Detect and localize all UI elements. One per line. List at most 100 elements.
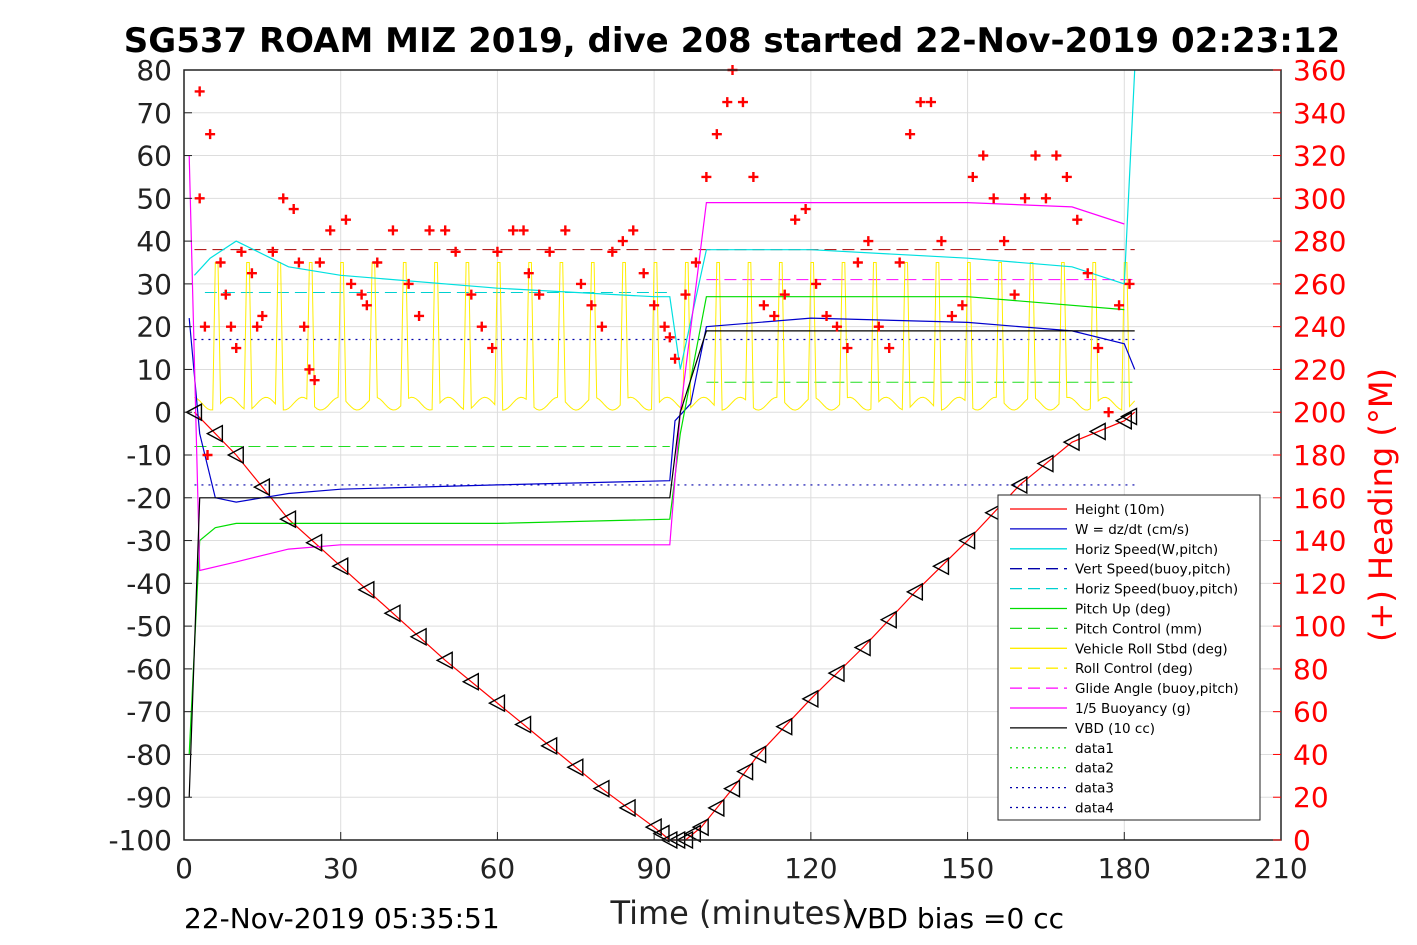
series-line-horiz-speed-w-pitch [193, 69, 1136, 370]
y-tick-label: -70 [126, 696, 172, 729]
heading-point [790, 214, 801, 225]
height-marker [1088, 422, 1106, 441]
heading-point [664, 332, 675, 343]
height-marker [514, 715, 532, 734]
height-marker [652, 824, 670, 843]
heading-point [967, 171, 978, 182]
heading-point [508, 225, 519, 236]
heading-point [701, 171, 712, 182]
legend-entry: Horiz Speed(buoy,pitch) [1075, 582, 1238, 598]
height-marker [435, 651, 453, 670]
y-tick-label: 70 [136, 97, 172, 130]
height-marker [618, 798, 636, 818]
heading-point [518, 225, 529, 236]
heading-point [1009, 289, 1020, 300]
heading-point [628, 225, 639, 236]
height-marker [958, 531, 976, 550]
height-marker [905, 582, 924, 602]
legend-entry: Vehicle Roll Stbd (deg) [1075, 641, 1228, 657]
heading-point [544, 246, 555, 257]
y2-tick-label: 300 [1293, 182, 1346, 215]
height-marker [461, 672, 480, 691]
height-marker [409, 627, 427, 646]
x-tick-label: 180 [1098, 852, 1151, 885]
heading-point [293, 257, 304, 268]
heading-point [936, 236, 947, 247]
height-marker [775, 717, 793, 736]
legend-entry: 1/5 Buoyancy (g) [1075, 701, 1191, 717]
y2-axis-label: (+) Heading (°M) [1362, 368, 1400, 642]
height-marker [879, 610, 897, 629]
height-marker [723, 779, 741, 798]
heading-point [424, 225, 435, 236]
legend-entry: data4 [1075, 801, 1114, 817]
heading-point [1093, 343, 1104, 354]
heading-point [831, 321, 842, 332]
heading-point [1072, 214, 1083, 225]
heading-point [194, 86, 205, 97]
heading-point [288, 204, 299, 215]
footer-timestamp: 22-Nov-2019 05:35:51 [184, 902, 500, 935]
heading-point [440, 225, 451, 236]
x-tick-label: 0 [175, 852, 193, 885]
roll-series-line [194, 262, 1136, 411]
heading-point [325, 225, 336, 236]
heading-point [988, 193, 999, 204]
series-line-vbd-10-cc [188, 330, 1135, 798]
heading-point [748, 171, 759, 182]
heading-point [466, 289, 477, 300]
y-tick-label: -90 [126, 781, 172, 814]
heading-point [387, 225, 398, 236]
heading-point [1030, 150, 1041, 161]
footer-vbd-bias: VBD bias =0 cc [848, 902, 1064, 935]
plot-area [184, 65, 1138, 850]
legend-entry: Height (10m) [1075, 502, 1165, 518]
y-tick-label: 10 [136, 353, 172, 386]
y2-tick-label: 60 [1293, 696, 1329, 729]
heading-point [842, 343, 853, 354]
heading-point [252, 321, 263, 332]
y-tick-label: -60 [126, 653, 172, 686]
heading-point [226, 321, 237, 332]
heading-point [607, 246, 618, 257]
height-marker [331, 557, 349, 576]
y2-tick-label: 200 [1293, 396, 1346, 429]
heading-point [978, 150, 989, 161]
heading-point [257, 310, 268, 321]
y-tick-label: -40 [126, 567, 172, 600]
y2-tick-label: 340 [1293, 97, 1346, 130]
height-marker [827, 664, 845, 683]
heading-point [560, 225, 571, 236]
heading-point [309, 375, 320, 386]
legend-entry: Pitch Control (mm) [1075, 621, 1202, 637]
y-tick-label: 30 [136, 268, 172, 301]
heading-point [199, 321, 210, 332]
heading-point [894, 257, 905, 268]
heading-point [220, 289, 231, 300]
height-marker [691, 818, 709, 837]
axis-ticks: 0 30 60 90 120 150 180 21080706050403020100-10-… [108, 54, 1346, 885]
heading-point [487, 343, 498, 354]
height-marker [566, 758, 584, 777]
heading-point [852, 257, 863, 268]
height-marker [1120, 407, 1138, 426]
y2-tick-label: 320 [1293, 140, 1346, 173]
height-marker [707, 798, 725, 818]
x-axis-label: Time (minutes) [610, 894, 854, 932]
height-marker [487, 693, 506, 713]
y-tick-label: 50 [136, 182, 172, 215]
heading-point [680, 289, 691, 300]
heading-point [915, 97, 926, 108]
heading-point [236, 246, 247, 257]
heading-point [1020, 193, 1031, 204]
heading-point [492, 246, 503, 257]
legend-entry: VBD (10 cc) [1075, 721, 1155, 737]
heading-point [649, 300, 660, 311]
x-tick-label: 60 [480, 852, 516, 885]
y-tick-label: -100 [108, 824, 172, 857]
height-marker [278, 509, 297, 529]
heading-point [1114, 300, 1125, 311]
heading-point [905, 129, 916, 140]
heading-point [267, 246, 278, 257]
legend-entry: Glide Angle (buoy,pitch) [1075, 681, 1239, 697]
